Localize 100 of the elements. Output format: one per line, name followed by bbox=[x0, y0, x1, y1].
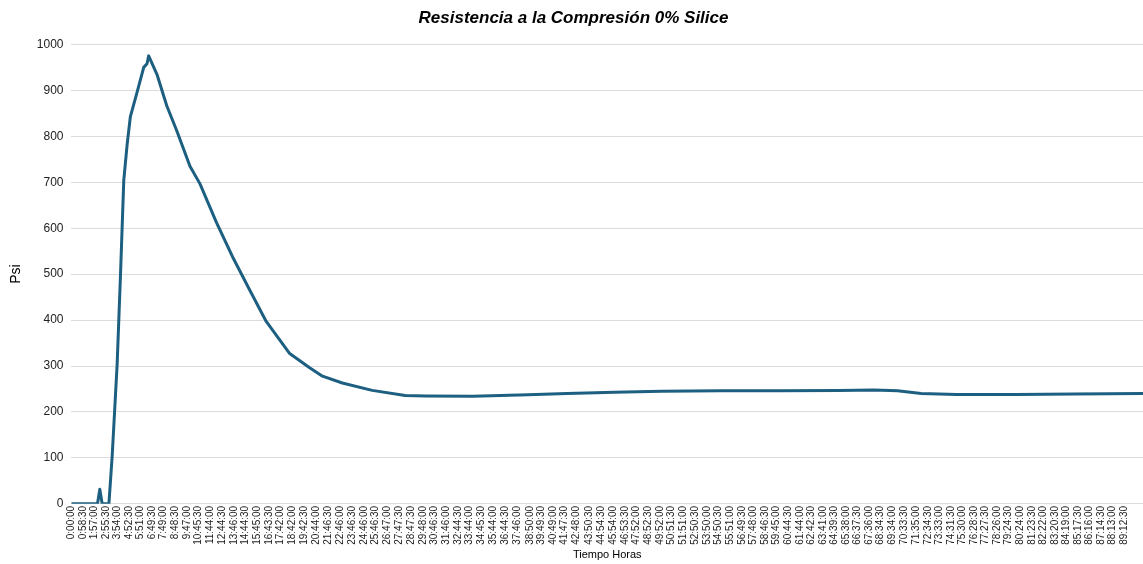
x-tick-label: 55:51:00 bbox=[724, 505, 736, 545]
x-tick-label: 42:48:00 bbox=[570, 505, 582, 545]
x-tick-label: 62:42:30 bbox=[805, 505, 817, 545]
y-tick-label: 400 bbox=[43, 312, 64, 327]
x-tick-label: 73:33:00 bbox=[933, 505, 945, 545]
x-tick-label: 20:44:00 bbox=[309, 505, 321, 545]
x-tick-label: 8:48:30 bbox=[169, 505, 181, 540]
x-axis-title: Tiempo Horas bbox=[572, 548, 643, 561]
x-tick-label: 26:47:00 bbox=[381, 505, 393, 545]
x-tick-label: 33:44:00 bbox=[463, 505, 475, 545]
x-tick-label: 27:47:30 bbox=[393, 505, 405, 545]
x-tick-label: 34:45:30 bbox=[475, 505, 487, 545]
x-tick-label: 45:54:00 bbox=[606, 505, 618, 545]
x-tick-label: 63:41:00 bbox=[816, 505, 828, 545]
x-tick-label: 40:49:00 bbox=[546, 505, 558, 545]
x-tick-label: 64:39:30 bbox=[828, 505, 840, 545]
x-tick-label: 37:46:00 bbox=[510, 505, 522, 545]
x-tick-label: 30:46:30 bbox=[428, 505, 440, 545]
x-tick-label: 61:44:00 bbox=[793, 505, 805, 545]
x-tick-label: 52:50:30 bbox=[688, 505, 700, 545]
x-tick-label: 48:52:30 bbox=[642, 505, 654, 545]
x-tick-label: 41:47:30 bbox=[558, 505, 570, 545]
x-tick-label: 16:43:30 bbox=[262, 505, 274, 545]
x-tick-label: 43:50:30 bbox=[582, 505, 594, 545]
x-tick-label: 66:37:30 bbox=[851, 505, 863, 545]
y-tick-label: 700 bbox=[43, 174, 64, 189]
x-tick-label: 75:30:00 bbox=[956, 505, 968, 545]
x-tick-label: 1:57:00 bbox=[88, 505, 100, 540]
y-tick-label: 1000 bbox=[36, 36, 64, 51]
x-tick-label: 80:24:00 bbox=[1014, 505, 1026, 545]
x-tick-label: 0:00:00 bbox=[65, 505, 77, 540]
x-tick-label: 84:19:00 bbox=[1060, 505, 1072, 545]
x-tick-label: 69:34:00 bbox=[886, 505, 898, 545]
x-tick-label: 12:44:30 bbox=[215, 505, 227, 545]
x-tick-label: 36:44:30 bbox=[498, 505, 510, 545]
x-tick-label: 58:46:30 bbox=[758, 505, 770, 545]
x-tick-label: 18:42:00 bbox=[285, 505, 297, 545]
x-tick-label: 70:33:30 bbox=[897, 505, 909, 545]
y-tick-label: 200 bbox=[43, 404, 64, 419]
x-tick-label: 35:44:00 bbox=[486, 505, 498, 545]
x-tick-label: 77:27:30 bbox=[979, 505, 991, 545]
x-tick-label: 38:50:00 bbox=[523, 505, 535, 545]
x-tick-label: 53:50:00 bbox=[700, 505, 712, 545]
x-tick-label: 46:53:30 bbox=[618, 505, 630, 545]
x-tick-label: 67:36:00 bbox=[862, 505, 874, 545]
x-tick-label: 29:48:00 bbox=[416, 505, 428, 545]
x-tick-label: 76:28:30 bbox=[967, 505, 979, 545]
x-tick-label: 10:45:30 bbox=[192, 505, 204, 545]
x-tick-label: 49:52:00 bbox=[653, 505, 665, 545]
x-tick-label: 82:22:00 bbox=[1037, 505, 1049, 545]
x-tick-label: 7:49:00 bbox=[157, 505, 169, 540]
x-tick-label: 23:46:30 bbox=[345, 505, 357, 545]
y-tick-label: 100 bbox=[43, 450, 64, 465]
y-tick-label: 300 bbox=[43, 358, 64, 373]
y-axis-title: Psi bbox=[7, 264, 24, 284]
x-tick-label: 79:24:30 bbox=[1002, 505, 1014, 545]
x-tick-label: 85:17:30 bbox=[1071, 505, 1083, 545]
x-tick-label: 86:16:00 bbox=[1083, 505, 1095, 545]
x-tick-label: 78:26:00 bbox=[990, 505, 1002, 545]
y-tick-label: 800 bbox=[43, 128, 64, 143]
x-tick-label: 21:46:30 bbox=[322, 505, 334, 545]
x-tick-label: 88:13:00 bbox=[1106, 505, 1118, 545]
x-tick-label: 19:42:30 bbox=[297, 505, 309, 545]
x-tick-label: 6:49:30 bbox=[145, 505, 157, 540]
x-tick-label: 68:34:30 bbox=[874, 505, 886, 545]
x-tick-label: 5:51:00 bbox=[134, 505, 146, 540]
x-tick-label: 31:46:00 bbox=[440, 505, 452, 545]
x-tick-label: 22:46:00 bbox=[333, 505, 345, 545]
x-tick-label: 44:54:30 bbox=[595, 505, 607, 545]
x-tick-label: 51:51:00 bbox=[677, 505, 689, 545]
x-tick-label: 47:52:00 bbox=[630, 505, 642, 545]
x-tick-label: 9:47:00 bbox=[180, 505, 192, 540]
x-tick-label: 2:55:30 bbox=[99, 505, 111, 540]
x-tick-label: 89:12:30 bbox=[1117, 505, 1129, 545]
x-tick-label: 60:44:30 bbox=[782, 505, 794, 545]
x-tick-label: 11:44:00 bbox=[203, 505, 215, 545]
x-tick-label: 15:45:00 bbox=[251, 505, 263, 545]
x-tick-label: 13:46:00 bbox=[227, 505, 239, 545]
x-tick-label: 83:20:30 bbox=[1048, 505, 1060, 545]
x-tick-label: 87:14:30 bbox=[1094, 505, 1106, 545]
x-tick-label: 54:50:30 bbox=[712, 505, 724, 545]
y-tick-label: 500 bbox=[43, 266, 64, 281]
y-tick-label: 0 bbox=[56, 496, 64, 511]
x-tick-label: 59:45:00 bbox=[770, 505, 782, 545]
x-tick-label: 17:42:00 bbox=[274, 505, 286, 545]
x-tick-label: 72:34:30 bbox=[921, 505, 933, 545]
x-tick-label: 28:47:30 bbox=[405, 505, 417, 545]
x-tick-label: 32:44:30 bbox=[451, 505, 463, 545]
x-tick-label: 81:23:30 bbox=[1025, 505, 1037, 545]
x-tick-label: 50:51:30 bbox=[665, 505, 677, 545]
x-tick-label: 4:52:30 bbox=[122, 505, 134, 540]
y-tick-label: 900 bbox=[43, 82, 64, 97]
x-tick-label: 25:46:30 bbox=[369, 505, 381, 545]
x-tick-label: 56:49:30 bbox=[735, 505, 747, 545]
x-tick-label: 65:38:00 bbox=[839, 505, 851, 545]
chart-title: Resistencia a la Compresión 0% Silice bbox=[418, 7, 729, 27]
x-tick-label: 0:58:30 bbox=[76, 505, 88, 540]
x-tick-label: 74:31:30 bbox=[944, 505, 956, 545]
x-tick-label: 24:46:00 bbox=[357, 505, 369, 545]
x-tick-label: 3:54:00 bbox=[111, 505, 123, 540]
